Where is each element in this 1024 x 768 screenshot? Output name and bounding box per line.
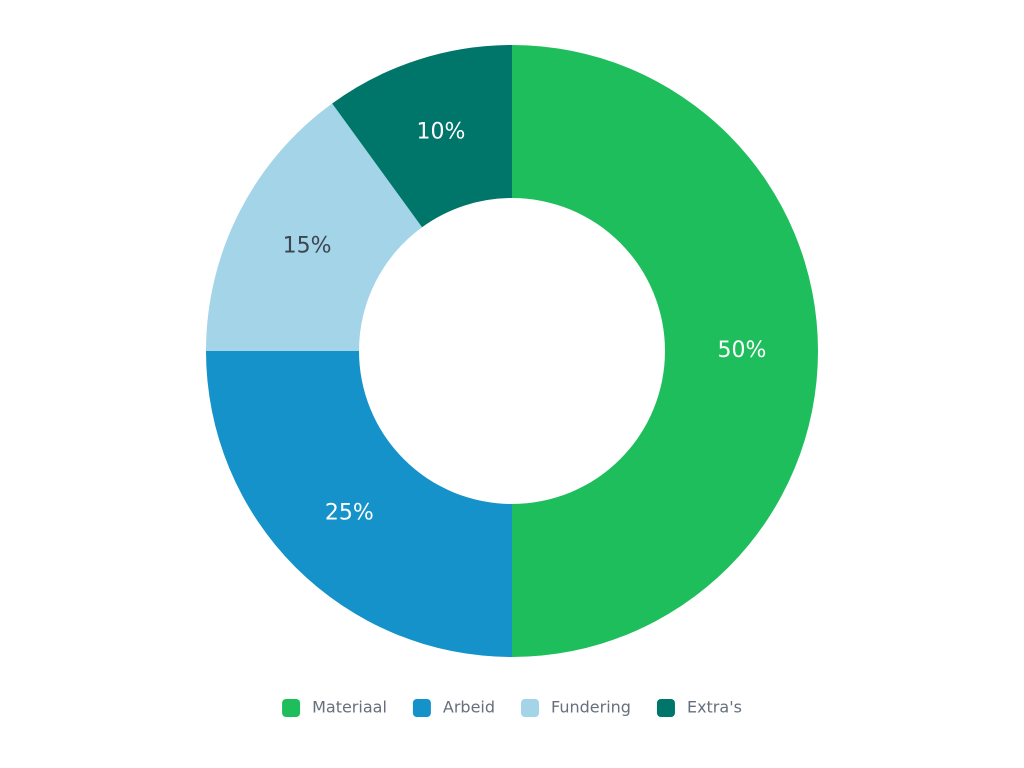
slice-label: 50% [718, 338, 767, 363]
legend: Materiaal Arbeid Fundering Extra's [282, 698, 742, 718]
legend-label: Extra's [687, 698, 742, 717]
slice[interactable] [206, 103, 423, 351]
legend-swatch [282, 699, 301, 717]
slice-label: 15% [283, 234, 332, 259]
legend-item[interactable]: Fundering [521, 698, 631, 718]
slice-labels: 50% 25% 15% 10% [283, 119, 767, 525]
legend-item[interactable]: Arbeid [412, 698, 495, 718]
slice[interactable] [206, 351, 512, 657]
slice[interactable] [332, 45, 512, 228]
legend-swatch [521, 699, 540, 717]
donut [206, 45, 818, 657]
legend-item[interactable]: Materiaal [282, 698, 387, 718]
legend-label: Arbeid [443, 698, 495, 717]
slice-label: 25% [325, 501, 374, 526]
legend-label: Fundering [551, 698, 631, 717]
legend-swatch [656, 699, 675, 717]
legend-item[interactable]: Extra's [656, 698, 742, 718]
legend-swatch [412, 699, 431, 717]
legend-label: Materiaal [312, 698, 387, 717]
slice[interactable] [512, 45, 818, 657]
slice-label: 10% [416, 119, 465, 144]
